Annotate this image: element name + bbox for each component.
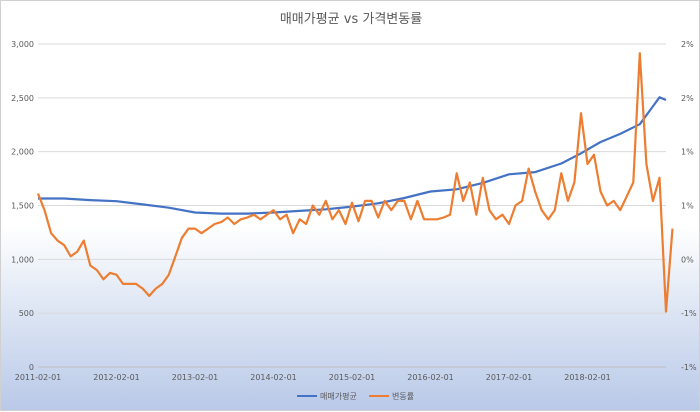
- x-tick-label: 2018-02-01: [564, 373, 611, 382]
- right-axis-ticks: -1% -1% 0% 1% 1% 2% 2%: [681, 40, 697, 372]
- x-tick-label: 2016-02-01: [407, 373, 454, 382]
- left-tick-label: 2,000: [11, 148, 34, 157]
- left-axis-ticks: 0 500 1,000 1,500 2,000 2,500 3,000: [11, 40, 34, 372]
- series-line-change-rate: [36, 52, 674, 313]
- legend-label-avg-price: 매매가평균: [320, 391, 357, 401]
- left-tick-label: 500: [19, 309, 34, 318]
- x-tick-label: 2011-02-01: [15, 373, 62, 382]
- x-tick-label: 2017-02-01: [486, 373, 533, 382]
- left-tick-label: 1,000: [11, 255, 34, 264]
- x-tick-label: 2013-02-01: [172, 373, 219, 382]
- legend-label-change-rate: 변동률: [392, 391, 414, 401]
- right-tick-label: 2%: [681, 94, 694, 103]
- right-tick-label: 1%: [681, 148, 694, 157]
- right-tick-label: 2%: [681, 40, 694, 49]
- left-tick-label: 0: [29, 363, 34, 372]
- x-tick-label: 2015-02-01: [329, 373, 376, 382]
- x-axis-ticks: 2011-02-01 2012-02-01 2013-02-01 2014-02-01…: [15, 373, 611, 382]
- right-tick-label: -1%: [681, 363, 697, 372]
- series-lines: [36, 52, 674, 313]
- right-tick-label: 0%: [681, 255, 694, 264]
- legend: 매매가평균 변동률: [297, 391, 414, 401]
- x-tick-label: 2014-02-01: [250, 373, 297, 382]
- right-tick-label: -1%: [681, 309, 697, 318]
- chart-title: 매매가평균 vs 가격변동률: [280, 12, 422, 27]
- left-tick-label: 3,000: [11, 40, 34, 49]
- right-tick-label: 1%: [681, 202, 694, 211]
- left-tick-label: 1,500: [11, 202, 34, 211]
- series-line-avg-price: [38, 96, 667, 215]
- left-tick-label: 2,500: [11, 94, 34, 103]
- x-tick-label: 2012-02-01: [93, 373, 140, 382]
